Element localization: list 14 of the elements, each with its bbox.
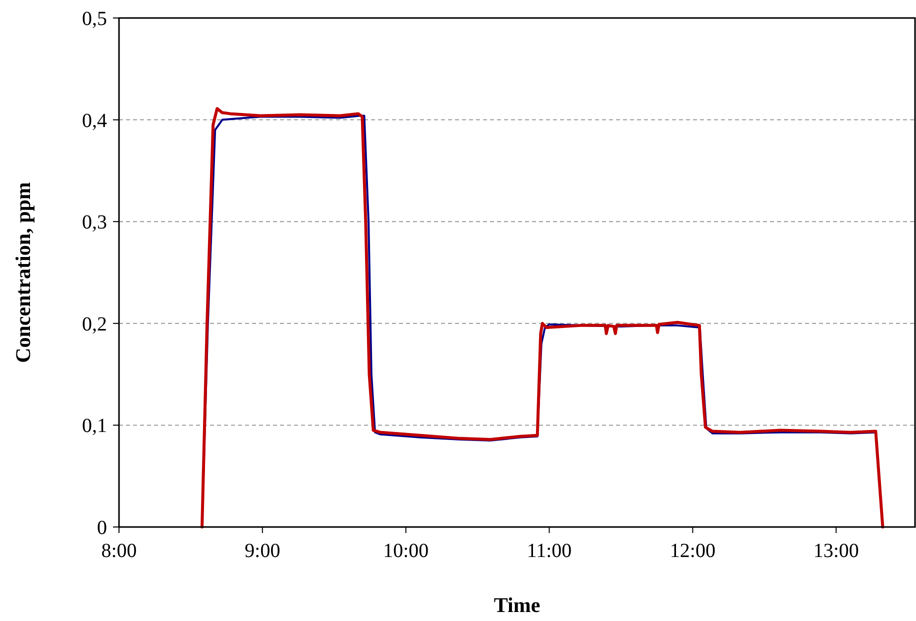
x-tick-label: 9:00 (244, 540, 280, 562)
x-tick-label: 10:00 (383, 540, 429, 562)
x-axis-title: Time (494, 593, 540, 617)
y-tick-label: 0,1 (82, 415, 107, 438)
x-tick-label: 8:00 (101, 540, 137, 562)
y-tick-label: 0,5 (82, 8, 107, 30)
y-tick-label: 0,3 (82, 212, 107, 234)
y-axis-title: Concentration, ppm (11, 182, 35, 363)
x-tick-label: 12:00 (670, 540, 716, 562)
x-tick-label: 13:00 (813, 540, 859, 562)
x-tick-label: 11:00 (526, 540, 572, 562)
y-tick-label: 0,2 (82, 313, 107, 336)
y-tick-label: 0 (97, 517, 107, 539)
y-tick-label: 0,4 (82, 110, 107, 132)
